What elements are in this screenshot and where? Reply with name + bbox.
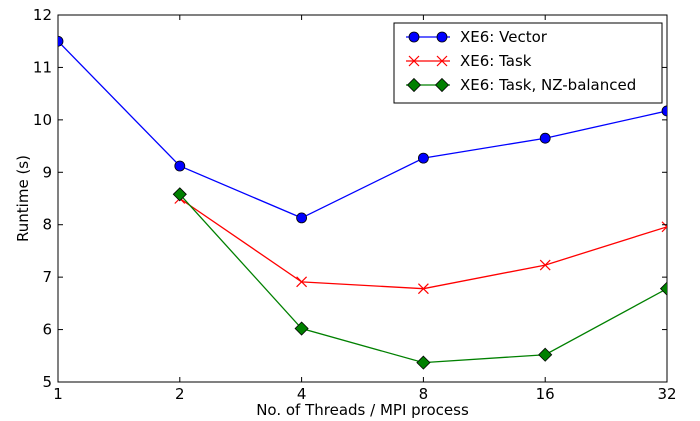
- y-tick-label: 5: [42, 373, 52, 391]
- legend-label: XE6: Task: [460, 52, 532, 70]
- legend-marker: [434, 77, 450, 93]
- data-point: [416, 355, 431, 370]
- x-tick-label: 32: [657, 385, 676, 403]
- data-point: [296, 276, 308, 288]
- y-tick-label: 10: [33, 111, 52, 129]
- series-1: [58, 35, 667, 224]
- legend-marker: [436, 55, 448, 67]
- legend-item: XE6: Task, NZ-balanced: [406, 76, 636, 94]
- series-line: [179, 193, 667, 364]
- data-point-stroke: [296, 276, 308, 288]
- legend: XE6: Vector XE6: Task XE6: Task, NZ-balanc…: [393, 22, 663, 104]
- x-tick-label: 4: [297, 385, 307, 403]
- legend-marker: [408, 55, 420, 67]
- data-point: [539, 259, 551, 271]
- legend-label: XE6: Vector: [460, 28, 548, 46]
- data-point: [539, 132, 551, 144]
- data-point: [296, 212, 308, 224]
- y-tick-label: 9: [42, 163, 52, 181]
- legend-marker: [406, 77, 422, 93]
- y-tick-label: 8: [42, 216, 52, 234]
- x-tick-label: 1: [53, 385, 63, 403]
- y-axis-title: Runtime (s): [14, 155, 32, 242]
- data-point: [417, 152, 429, 164]
- data-point: [294, 321, 309, 336]
- series-line: [58, 40, 667, 219]
- series-3: [172, 187, 667, 370]
- y-tick-label: 7: [42, 268, 52, 286]
- plot-frame: [57, 14, 668, 383]
- series-layer: [58, 35, 667, 370]
- legend-item: XE6: Vector: [406, 28, 548, 46]
- plot-area: [57, 14, 668, 383]
- data-point: [661, 221, 667, 233]
- legend-label: XE6: Task, NZ-balanced: [460, 76, 636, 94]
- data-point: [174, 160, 186, 172]
- data-point: [661, 105, 667, 117]
- data-point: [538, 347, 553, 362]
- x-tick-label: 2: [175, 385, 185, 403]
- legend-marker-stroke: [436, 55, 448, 67]
- legend-marker-stroke: [408, 55, 420, 67]
- x-axis-title: No. of Threads / MPI process: [256, 401, 469, 419]
- data-point-stroke: [417, 283, 429, 295]
- legend-box: [393, 22, 663, 104]
- x-tick-label: 16: [536, 385, 555, 403]
- legend-marker: [408, 31, 420, 43]
- data-point: [417, 283, 429, 295]
- y-tick-label: 12: [33, 6, 52, 24]
- legend-marker: [436, 31, 448, 43]
- y-tick-label: 11: [33, 58, 52, 76]
- data-point-stroke: [539, 259, 551, 271]
- x-tick-label: 8: [419, 385, 429, 403]
- series-2: [174, 193, 667, 295]
- legend-item: XE6: Task: [406, 52, 532, 70]
- y-tick-label: 6: [42, 321, 52, 339]
- data-point-stroke: [661, 225, 667, 233]
- data-point: [172, 187, 187, 202]
- data-point: [58, 35, 64, 47]
- data-point-stroke: [661, 221, 667, 228]
- data-point: [659, 281, 667, 296]
